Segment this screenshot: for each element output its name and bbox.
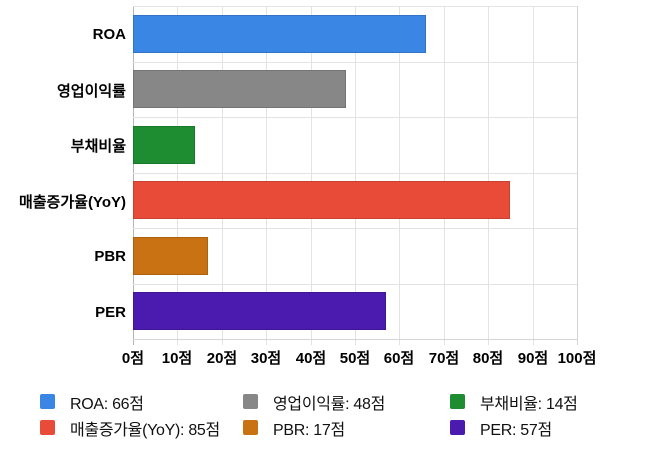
horizontal-gridline bbox=[133, 62, 577, 63]
vertical-gridline bbox=[222, 6, 223, 345]
bar-매출증가율(YoY)[interactable] bbox=[133, 181, 510, 219]
plot-area bbox=[133, 6, 578, 345]
legend-label: PER: 57점 bbox=[480, 421, 552, 439]
x-tick-label: 70점 bbox=[428, 350, 460, 367]
vertical-gridline bbox=[444, 6, 445, 345]
legend-swatch-icon bbox=[450, 394, 465, 409]
x-tick-label: 10점 bbox=[161, 350, 193, 367]
vertical-gridline bbox=[311, 6, 312, 345]
x-tick-label: 80점 bbox=[472, 350, 504, 367]
vertical-gridline bbox=[533, 6, 534, 345]
bar-영업이익률[interactable] bbox=[133, 70, 346, 108]
legend-item[interactable]: 매출증가율(YoY): 85점 bbox=[40, 418, 243, 439]
legend-label: 매출증가율(YoY): 85점 bbox=[70, 421, 220, 439]
bar-PER[interactable] bbox=[133, 292, 386, 330]
horizontal-gridline bbox=[133, 6, 577, 7]
horizontal-gridline bbox=[133, 284, 577, 285]
x-tick-label: 20점 bbox=[206, 350, 238, 367]
vertical-gridline bbox=[488, 6, 489, 345]
x-axis-line bbox=[133, 339, 577, 340]
legend-swatch-icon bbox=[450, 420, 465, 435]
legend-swatch-icon bbox=[243, 394, 258, 409]
vertical-gridline bbox=[177, 6, 178, 345]
legend-label: ROA: 66점 bbox=[70, 395, 144, 413]
legend-item[interactable]: PER: 57점 bbox=[450, 418, 625, 439]
category-label-PER: PER bbox=[95, 303, 126, 321]
legend-label: PBR: 17점 bbox=[273, 421, 345, 439]
legend-swatch-icon bbox=[40, 420, 55, 435]
legend-item[interactable]: ROA: 66점 bbox=[40, 392, 243, 413]
bar-PBR[interactable] bbox=[133, 237, 208, 275]
bar-ROA[interactable] bbox=[133, 15, 426, 53]
x-tick-label: 40점 bbox=[295, 350, 327, 367]
x-tick-label: 100점 bbox=[557, 350, 597, 367]
legend-item[interactable]: PBR: 17점 bbox=[243, 418, 450, 439]
legend-label: 영업이익률: 48점 bbox=[273, 395, 386, 413]
baseline-gridline bbox=[133, 6, 134, 345]
category-label-PBR: PBR bbox=[94, 247, 126, 265]
bar-부채비율[interactable] bbox=[133, 126, 195, 164]
legend-item[interactable]: 영업이익률: 48점 bbox=[243, 392, 450, 413]
legend-item[interactable]: 부채비율: 14점 bbox=[450, 392, 625, 413]
legend-swatch-icon bbox=[40, 394, 55, 409]
category-label-ROA: ROA bbox=[92, 25, 126, 43]
vertical-gridline bbox=[577, 6, 578, 345]
x-tick-label: 0점 bbox=[121, 350, 145, 367]
legend-label: 부채비율: 14점 bbox=[480, 395, 578, 413]
vertical-gridline bbox=[399, 6, 400, 345]
x-tick-label: 30점 bbox=[250, 350, 282, 367]
horizontal-gridline bbox=[133, 173, 577, 174]
vertical-gridline bbox=[266, 6, 267, 345]
horizontal-gridline bbox=[133, 117, 577, 118]
horizontal-gridline bbox=[133, 228, 577, 229]
legend-swatch-icon bbox=[243, 420, 258, 435]
category-label-영업이익률: 영업이익률 bbox=[56, 82, 126, 100]
category-label-매출증가율(YoY): 매출증가율(YoY) bbox=[18, 193, 126, 211]
vertical-gridline bbox=[355, 6, 356, 345]
category-label-부채비율: 부채비율 bbox=[70, 137, 126, 155]
x-tick-label: 90점 bbox=[517, 350, 549, 367]
x-tick-label: 50점 bbox=[339, 350, 371, 367]
x-tick-label: 60점 bbox=[383, 350, 415, 367]
